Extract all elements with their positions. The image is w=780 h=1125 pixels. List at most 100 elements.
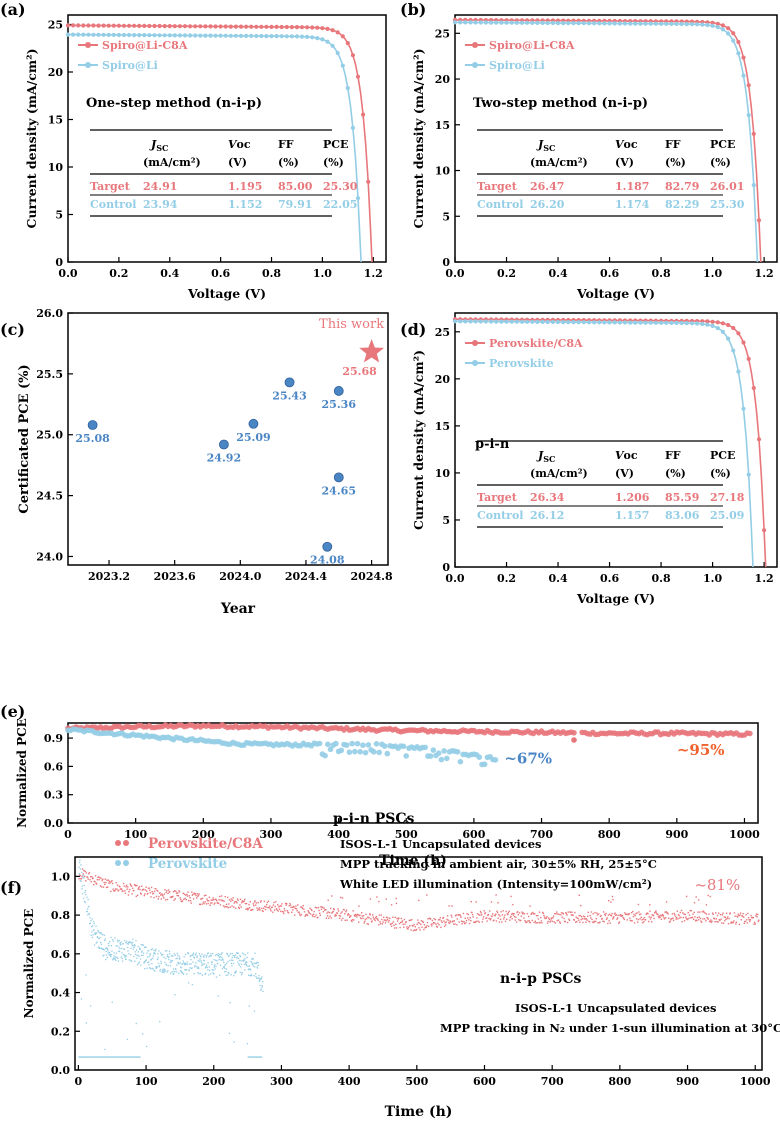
data-point	[467, 913, 469, 916]
data-point	[431, 925, 433, 927]
data-point	[246, 907, 248, 910]
data-point	[188, 33, 193, 38]
data-point	[235, 970, 237, 972]
x-tick-label: 700	[530, 828, 553, 841]
data-point	[700, 921, 703, 923]
data-point	[312, 913, 315, 915]
data-point	[109, 1056, 112, 1058]
data-point	[86, 896, 88, 898]
data-point	[597, 320, 602, 325]
data-point	[475, 901, 477, 903]
data-point	[157, 962, 160, 965]
data-point	[128, 888, 131, 891]
data-point	[444, 921, 446, 924]
data-point	[83, 870, 85, 872]
legend-label: Spiro@Li	[102, 59, 158, 72]
x-tick-label: 0.8	[652, 267, 671, 280]
data-point	[317, 906, 320, 909]
data-point	[756, 916, 758, 918]
data-point	[730, 922, 732, 924]
data-point	[80, 998, 83, 1000]
data-point	[231, 965, 233, 967]
data-point	[257, 964, 260, 966]
data-point	[553, 921, 555, 923]
data-point	[196, 897, 198, 899]
data-point	[322, 541, 333, 552]
data-point	[418, 922, 421, 924]
data-point	[108, 882, 110, 884]
data-point	[264, 908, 267, 911]
data-point	[134, 960, 136, 962]
data-point	[108, 954, 110, 956]
data-point	[82, 1056, 84, 1058]
data-point	[148, 887, 150, 889]
data-point	[350, 919, 353, 922]
data-point	[608, 900, 610, 902]
data-point	[364, 918, 367, 921]
data-point	[150, 959, 152, 961]
data-point	[441, 748, 447, 754]
data-point	[723, 916, 725, 918]
table-header-main: V	[228, 138, 238, 151]
data-point	[176, 894, 178, 897]
data-point	[740, 919, 742, 921]
data-point	[99, 932, 101, 935]
data-point	[741, 406, 746, 411]
data-point	[104, 938, 106, 940]
y-tick-label: 24.5	[36, 490, 63, 503]
data-point	[108, 944, 110, 947]
x-tick-label: 900	[665, 828, 688, 841]
data-point	[653, 21, 659, 26]
data-point	[403, 753, 410, 759]
data-point	[225, 903, 228, 905]
data-point	[504, 920, 507, 923]
data-point	[160, 960, 162, 963]
data-point	[178, 955, 180, 957]
data-point	[116, 888, 118, 890]
data-point	[561, 916, 563, 918]
data-point	[251, 963, 253, 965]
data-point	[96, 23, 101, 28]
data-point	[234, 956, 236, 958]
data-point	[283, 912, 285, 915]
data-point	[244, 957, 246, 960]
data-point	[741, 340, 746, 345]
data-point	[259, 909, 261, 911]
data-point	[354, 915, 356, 917]
data-point	[153, 896, 155, 899]
data-point	[204, 954, 206, 956]
data-point	[217, 995, 219, 997]
data-point	[203, 902, 205, 905]
data-point	[468, 922, 471, 925]
data-point	[592, 320, 597, 325]
data-point	[392, 921, 395, 923]
data-point	[164, 961, 166, 964]
data-point	[756, 437, 762, 442]
data-point	[472, 916, 474, 918]
data-point	[149, 954, 151, 956]
data-point	[246, 961, 248, 963]
data-point	[175, 892, 178, 894]
data-point	[221, 956, 223, 959]
data-point	[173, 953, 175, 955]
data-point	[183, 898, 185, 900]
data-point	[654, 912, 656, 914]
data-point	[83, 877, 85, 879]
data-point	[602, 911, 605, 913]
data-point	[224, 971, 226, 973]
data-point	[256, 967, 259, 969]
data-point	[243, 959, 246, 961]
data-point	[180, 967, 182, 969]
data-point	[597, 922, 599, 924]
data-point	[225, 968, 228, 970]
data-point	[125, 958, 127, 960]
data-point	[294, 914, 296, 916]
data-point	[415, 929, 417, 931]
data-point	[136, 949, 138, 951]
data-point	[232, 955, 234, 957]
data-point	[309, 907, 311, 909]
data-point	[348, 914, 350, 916]
data-point	[234, 954, 237, 956]
data-point	[683, 920, 686, 922]
data-point	[337, 910, 340, 912]
